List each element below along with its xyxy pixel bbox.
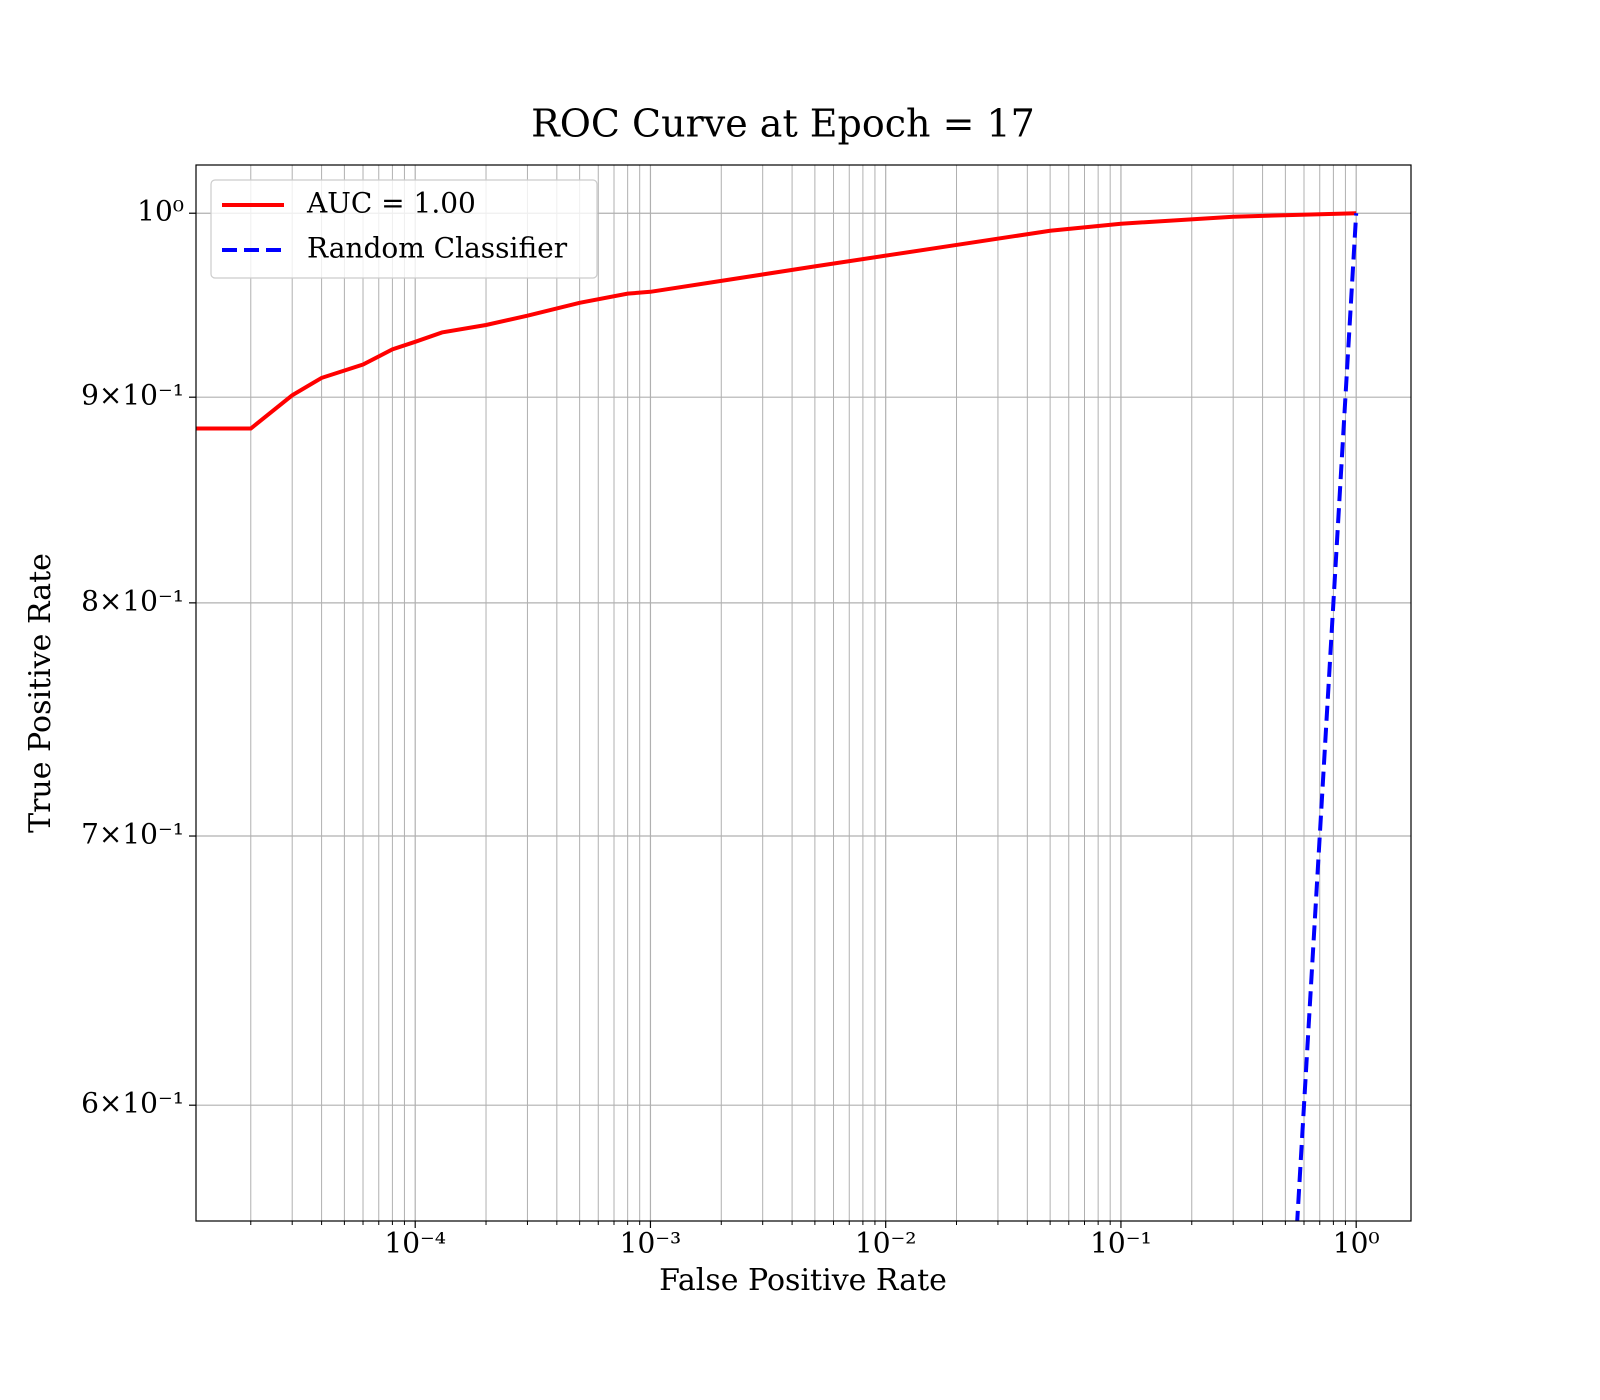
legend-box: [210, 179, 598, 279]
legend: AUC = 1.00 Random Classifier: [210, 179, 598, 279]
y-tick-label: 10⁰: [137, 195, 184, 228]
x-tick-label: 10⁻⁴: [384, 1227, 446, 1260]
x-tick-label: 10⁰: [1333, 1227, 1380, 1260]
roc-line: [196, 211, 1357, 431]
y-tick-label: 8×10⁻¹: [81, 584, 184, 617]
x-tick-label: 10⁻¹: [1090, 1227, 1152, 1260]
y-axis-label: True Positive Rate: [23, 553, 58, 833]
legend-label: AUC = 1.00: [306, 187, 476, 220]
grid: [189, 165, 1411, 1228]
y-tick-label: 9×10⁻¹: [81, 379, 184, 412]
plot-lines: [196, 211, 1359, 1221]
plot-frame: [195, 164, 1412, 1222]
y-tick-label: 7×10⁻¹: [81, 818, 184, 851]
roc-line: [1295, 213, 1359, 1221]
x-axis-label: False Positive Rate: [659, 1263, 947, 1298]
legend-label: Random Classifier: [307, 232, 568, 265]
x-tick-label: 10⁻²: [855, 1227, 917, 1260]
y-tick-label: 6×10⁻¹: [81, 1087, 184, 1120]
chart-title: ROC Curve at Epoch = 17: [531, 102, 1035, 146]
x-tick-label: 10⁻³: [620, 1227, 682, 1260]
